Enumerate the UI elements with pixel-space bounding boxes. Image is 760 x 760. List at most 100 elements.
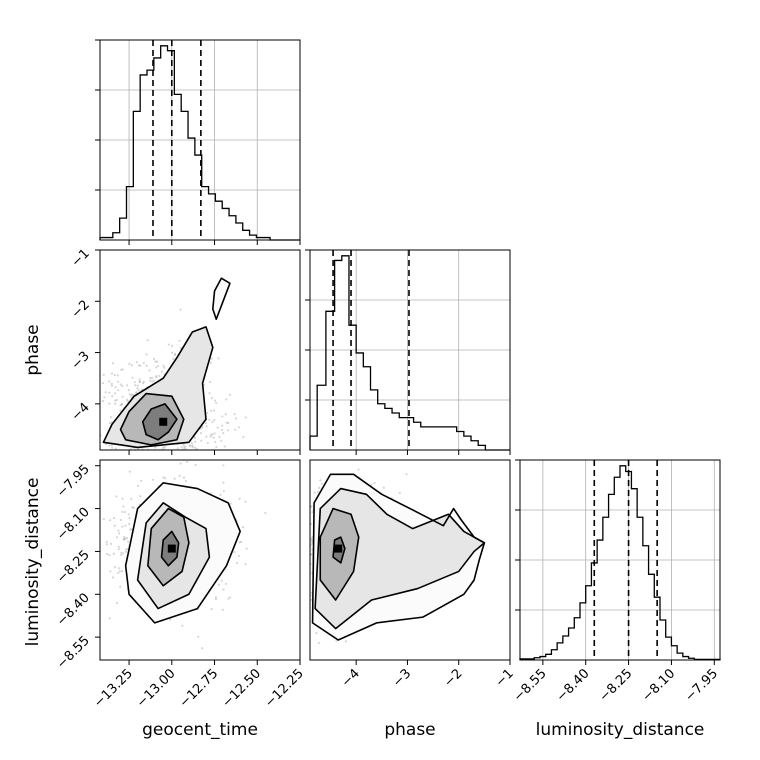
- scatter-point: [119, 518, 122, 522]
- histogram-luminosity-distance: [519, 465, 721, 661]
- scatter-point: [344, 640, 348, 643]
- scatter-point: [121, 497, 124, 500]
- scatter-point: [245, 547, 248, 550]
- scatter-point: [310, 505, 313, 508]
- scatter-point: [209, 435, 212, 438]
- x-tick-label-luminosity-distance: −7.95: [682, 666, 721, 705]
- scatter-point: [120, 368, 123, 371]
- scatter-point: [155, 375, 158, 378]
- scatter-point: [119, 404, 122, 407]
- scatter-point: [109, 519, 112, 522]
- scatter-point: [370, 483, 373, 486]
- scatter-point: [119, 585, 122, 588]
- scatter-point: [113, 566, 117, 569]
- scatter-point: [217, 583, 221, 587]
- scatter-point: [178, 339, 181, 342]
- scatter-point: [318, 486, 321, 490]
- scatter-point: [128, 517, 131, 520]
- scatter-point: [132, 506, 135, 509]
- scatter-point: [206, 441, 209, 445]
- scatter-point: [244, 500, 247, 503]
- scatter-point: [172, 357, 175, 361]
- scatter-point: [111, 395, 114, 398]
- scatter-point: [106, 552, 109, 556]
- scatter-point: [128, 362, 131, 365]
- scatter-point: [382, 486, 385, 489]
- scatter-point: [222, 464, 225, 467]
- scatter-point: [150, 376, 154, 380]
- scatter-point: [120, 551, 123, 554]
- scatter-point: [112, 517, 116, 520]
- scatter-point: [170, 351, 174, 354]
- scatter-point: [170, 344, 174, 347]
- scatter-point: [118, 532, 121, 535]
- scatter-point: [310, 598, 313, 601]
- scatter-point: [139, 495, 142, 498]
- scatter-point: [169, 618, 172, 621]
- scatter-point: [210, 396, 213, 400]
- scatter-point: [179, 308, 182, 311]
- scatter-point: [212, 409, 216, 412]
- scatter-point: [210, 409, 213, 413]
- scatter-point: [125, 548, 128, 551]
- scatter-point: [114, 386, 117, 389]
- scatter-point: [237, 426, 241, 429]
- scatter-point: [151, 380, 154, 383]
- contour-line-geocent-time-vs-phase-0: [141, 403, 178, 441]
- scatter-point: [222, 481, 225, 484]
- scatter-point: [201, 647, 204, 650]
- scatter-point: [217, 357, 220, 360]
- x-tick-label-phase: −1: [493, 666, 517, 690]
- scatter-point: [357, 468, 360, 471]
- scatter-point: [227, 597, 230, 600]
- contour-line-geocent-time-vs-phase-1: [119, 392, 185, 446]
- scatter-point: [221, 428, 224, 432]
- scatter-point: [227, 421, 230, 425]
- scatter-point: [235, 417, 238, 420]
- contour-fill-geocent-time-vs-phase: [212, 278, 230, 320]
- scatter-point: [214, 598, 218, 601]
- scatter-point: [111, 576, 115, 579]
- scatter-point: [131, 506, 134, 509]
- scatter-point: [181, 624, 184, 627]
- scatter-point: [129, 447, 132, 450]
- scatter-point: [134, 384, 137, 387]
- scatter-point: [229, 502, 232, 505]
- scatter-point: [128, 522, 131, 526]
- scatter-point: [405, 473, 408, 476]
- scatter-point: [137, 447, 140, 450]
- scatter-point: [123, 538, 126, 541]
- scatter-point: [108, 617, 111, 620]
- scatter-point: [127, 513, 130, 516]
- x-tick-label-geocent-time: −12.50: [219, 666, 264, 711]
- scatter-point: [233, 550, 236, 554]
- scatter-point: [310, 522, 313, 525]
- scatter-point: [219, 493, 222, 496]
- scatter-point: [135, 391, 138, 394]
- scatter-point: [210, 357, 213, 360]
- scatter-point: [215, 445, 218, 448]
- scatter-point: [130, 528, 133, 531]
- scatter-point: [113, 373, 116, 377]
- scatter-point: [197, 635, 200, 638]
- scatter-point: [158, 374, 161, 378]
- contour-line-phase-vs-luminosity-distance-1: [319, 507, 360, 601]
- scatter-point: [154, 360, 157, 363]
- scatter-point: [108, 402, 111, 405]
- scatter-point: [226, 429, 230, 432]
- scatter-point: [142, 380, 145, 383]
- scatter-point: [102, 517, 105, 521]
- scatter-point: [398, 491, 401, 495]
- scatter-point: [123, 535, 126, 539]
- scatter-point: [104, 391, 107, 394]
- scatter-point: [127, 540, 130, 543]
- x-tick-label-phase: −3: [390, 666, 414, 690]
- x-tick-label-geocent-time: −13.00: [134, 666, 179, 711]
- density-peak-phase-vs-luminosity-distance: [334, 544, 343, 553]
- scatter-point: [317, 641, 320, 644]
- scatter-point: [108, 444, 111, 447]
- contour-line-phase-vs-luminosity-distance-0: [332, 536, 346, 564]
- scatter-point: [121, 384, 124, 388]
- scatter-point: [154, 446, 157, 449]
